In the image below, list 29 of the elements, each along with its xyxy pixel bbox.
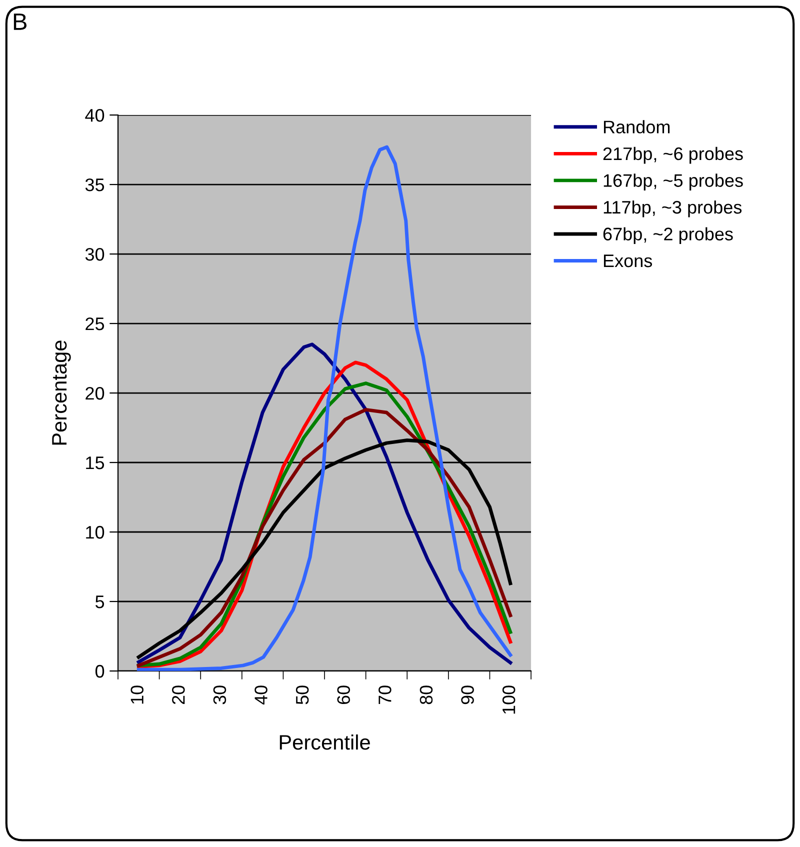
y-tick-label: 5: [95, 596, 104, 608]
legend-label: Random: [604, 120, 670, 134]
y-tick-label: 20: [86, 386, 104, 400]
x-tick-label: 30: [213, 686, 226, 704]
legend-label: Exons: [604, 254, 652, 268]
line-series: [136, 145, 512, 671]
text: B: [14, 14, 26, 30]
legend-label: 167bp, ~5 probes: [604, 174, 743, 191]
y-tick-label: 30: [85, 248, 104, 261]
y-tick-label: 15: [86, 456, 104, 470]
x-tick-label: 80: [420, 686, 433, 704]
x-tick-label: 10: [130, 686, 144, 704]
x-tick-label: 60: [337, 686, 350, 704]
x-tick-label: 20: [172, 686, 185, 704]
legend-label: 117bp, ~3 probes: [604, 200, 742, 218]
y-axis-title: Percentage: [52, 340, 71, 445]
legend-label: 217bp, ~6 probes: [603, 146, 743, 164]
y-tick-label: 0: [95, 664, 104, 678]
x-tick-label: 100: [502, 686, 516, 714]
y-tick-label: 25: [86, 317, 104, 330]
x-tick-label: 70: [378, 686, 392, 704]
x-axis-title: Percentile: [280, 734, 370, 750]
legend-label: 67bp, ~2 probes: [603, 227, 733, 244]
y-tick-label: 10: [86, 526, 104, 539]
x-tick-label: 50: [296, 686, 309, 704]
x-tick-label: 90: [461, 686, 474, 704]
y-tick-label: 40: [85, 108, 104, 122]
y-tick-label: 35: [85, 178, 104, 192]
x-tick-label: 40: [254, 686, 268, 705]
